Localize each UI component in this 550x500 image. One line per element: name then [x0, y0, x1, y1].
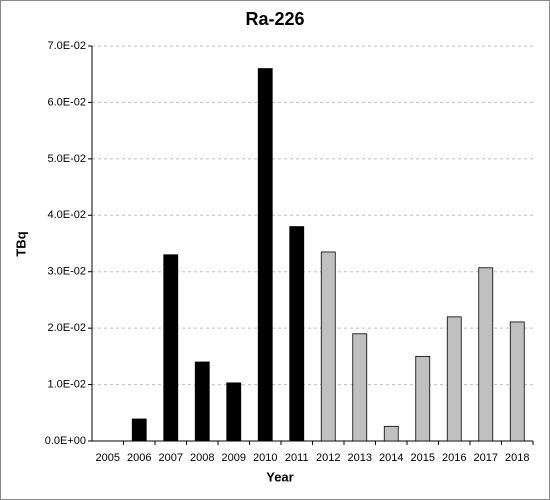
y-tick-label: 5.0E-02 — [47, 153, 86, 165]
x-tick-label: 2008 — [190, 452, 214, 464]
chart-title: Ra-226 — [245, 9, 304, 29]
bar — [194, 361, 210, 442]
x-tick-label: 2007 — [159, 452, 183, 464]
bar — [446, 316, 462, 442]
bar — [383, 425, 399, 442]
bar — [352, 333, 368, 442]
x-tick-label: 2009 — [222, 452, 246, 464]
x-tick-label: 2005 — [96, 452, 120, 464]
x-tick-label: 2018 — [505, 452, 529, 464]
bar — [163, 254, 179, 442]
x-tick-label: 2014 — [379, 452, 403, 464]
x-tick-label: 2012 — [316, 452, 340, 464]
x-tick-label: 2015 — [411, 452, 435, 464]
x-tick-label: 2011 — [285, 452, 309, 464]
bar — [257, 68, 273, 442]
bar — [478, 267, 494, 442]
bar — [415, 355, 431, 442]
y-tick-label: 2.0E-02 — [47, 322, 86, 334]
y-tick-label: 1.0E-02 — [47, 378, 86, 390]
x-tick-label: 2016 — [442, 452, 466, 464]
bar — [320, 251, 336, 442]
x-axis-label: Year — [266, 469, 293, 484]
y-tick-label: 6.0E-02 — [47, 96, 86, 108]
bar — [226, 382, 242, 442]
y-tick-label: 4.0E-02 — [47, 209, 86, 221]
x-tick-label: 2006 — [127, 452, 151, 464]
y-tick-label: 3.0E-02 — [47, 266, 86, 278]
bar — [289, 226, 305, 442]
y-tick-label: 7.0E-02 — [47, 40, 86, 52]
bar — [131, 418, 147, 442]
y-tick-label: 0.0E+00 — [45, 435, 86, 447]
x-tick-label: 2013 — [348, 452, 372, 464]
x-tick-label: 2017 — [474, 452, 498, 464]
y-axis-label: TBq — [13, 231, 28, 256]
x-tick-label: 2010 — [253, 452, 277, 464]
bar — [509, 321, 525, 442]
